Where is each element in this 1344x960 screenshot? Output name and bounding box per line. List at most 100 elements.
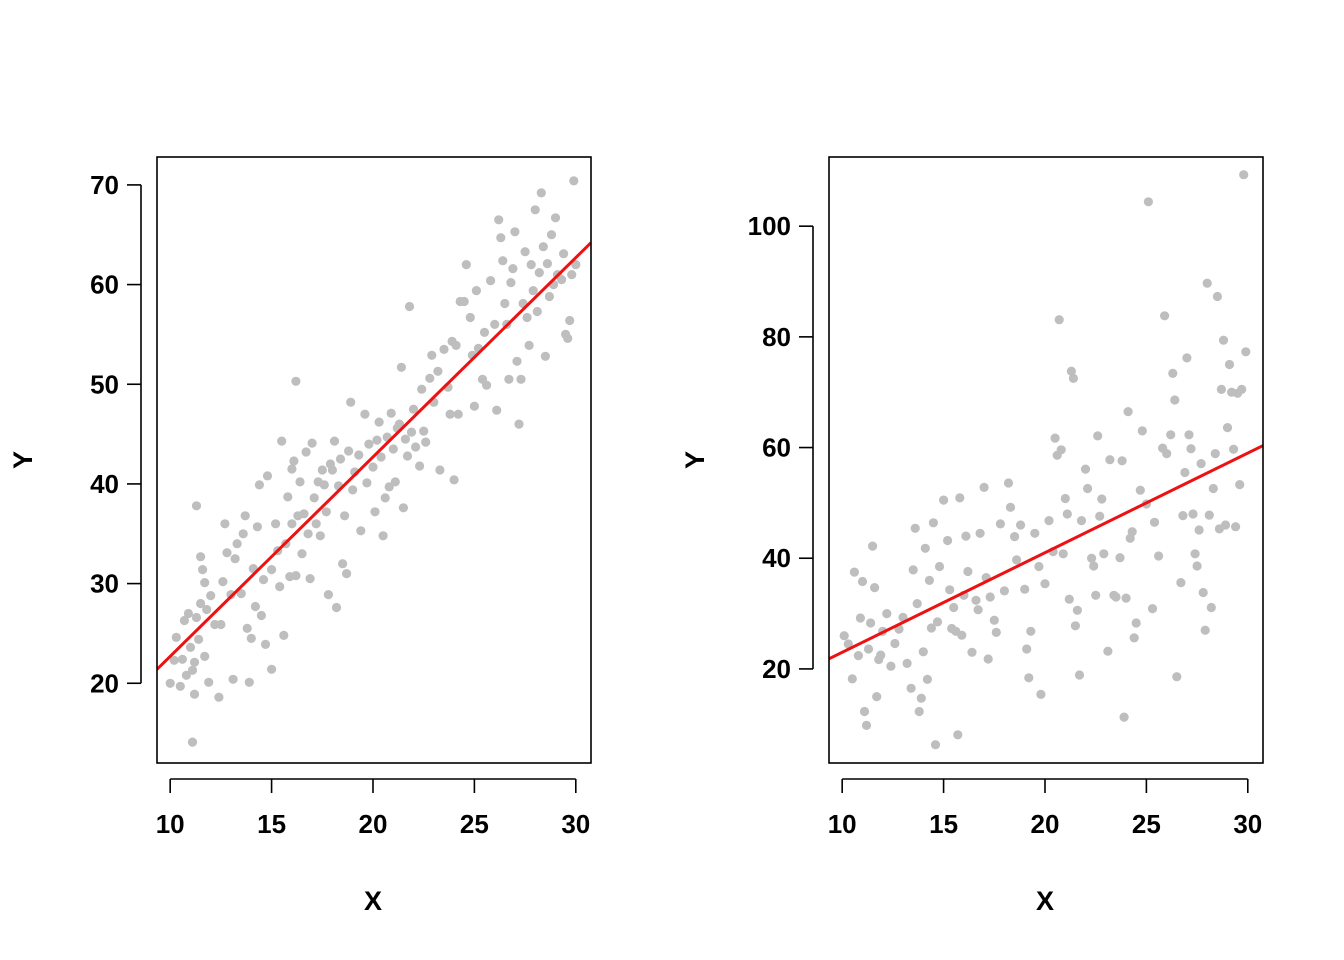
left-data-point <box>185 642 196 653</box>
left-data-point <box>189 657 200 667</box>
left-data-point <box>486 276 496 286</box>
right-x-tick-label: 10 <box>828 809 857 839</box>
left-data-point <box>169 655 179 665</box>
right-data-point <box>1178 510 1188 521</box>
right-data-point <box>863 644 874 654</box>
left-data-point <box>177 654 187 664</box>
right-data-point <box>1036 689 1046 700</box>
left-data-point <box>411 442 421 452</box>
left-data-point <box>319 480 329 490</box>
right-data-point <box>1143 197 1153 207</box>
left-data-point <box>200 651 210 662</box>
right-data-point <box>876 650 886 660</box>
left-data-point <box>194 634 204 645</box>
left-data-point <box>415 461 425 471</box>
left-y-axis-label: Y <box>8 451 38 469</box>
right-data-point <box>1074 670 1085 680</box>
right-data-point <box>872 692 882 702</box>
right-data-point <box>1231 522 1241 532</box>
right-data-point <box>1016 520 1026 530</box>
left-data-point <box>417 384 427 394</box>
left-data-point <box>244 677 254 687</box>
right-data-point <box>866 618 876 628</box>
left-data-point <box>421 437 431 447</box>
right-data-point <box>953 730 963 740</box>
left-data-point <box>335 454 346 464</box>
right-data-point <box>1206 602 1216 613</box>
right-y-tick-label: 40 <box>762 543 791 573</box>
left-data-point <box>191 612 202 623</box>
left-data-point <box>305 574 315 584</box>
right-scatter-panel: X Y 10 15 20 25 30 20 40 60 80 100 <box>680 156 1264 916</box>
right-data-point <box>1180 467 1190 478</box>
left-regression-line <box>157 241 591 671</box>
right-data-point <box>1198 587 1208 598</box>
left-data-point <box>187 665 198 675</box>
left-data-point <box>291 376 301 386</box>
left-scatter-panel: X Y 10 15 20 25 30 20 30 40 50 60 70 <box>8 156 592 916</box>
right-data-point <box>1202 278 1212 288</box>
right-data-point <box>1062 509 1072 519</box>
left-data-point <box>435 465 445 475</box>
right-data-point <box>926 623 937 633</box>
left-plot-frame <box>156 156 592 764</box>
left-data-point <box>433 366 443 376</box>
right-data-point <box>1097 494 1107 504</box>
right-data-point <box>1105 455 1115 465</box>
left-data-point <box>220 519 230 529</box>
left-data-point <box>508 264 518 274</box>
right-data-point <box>1239 170 1249 180</box>
left-x-tick-label: 10 <box>156 809 185 839</box>
right-data-point <box>1192 561 1202 571</box>
right-data-point <box>1005 502 1016 512</box>
right-data-point <box>1127 527 1137 537</box>
left-data-point <box>214 692 224 702</box>
right-data-point <box>1220 520 1231 530</box>
right-data-point <box>1147 604 1158 614</box>
right-data-point <box>1162 449 1172 459</box>
right-data-point <box>1058 549 1068 559</box>
left-y-tick-label: 40 <box>90 469 119 499</box>
left-data-point <box>471 286 481 296</box>
right-data-point <box>924 575 935 586</box>
right-data-point <box>1172 672 1182 682</box>
left-data-point <box>461 260 471 270</box>
left-x-tick-label: 25 <box>460 809 489 839</box>
left-data-point <box>370 507 380 517</box>
right-data-point <box>1190 549 1200 559</box>
left-data-point <box>400 434 410 444</box>
left-data-point <box>504 374 514 384</box>
left-data-point <box>202 604 212 615</box>
left-data-point <box>404 301 415 312</box>
left-data-point <box>267 565 277 575</box>
left-data-point <box>258 575 269 585</box>
right-data-point <box>1149 517 1160 527</box>
left-data-point <box>289 456 299 466</box>
left-data-point <box>494 215 504 225</box>
left-data-point <box>329 436 340 446</box>
right-data-point <box>1182 353 1192 363</box>
right-data-point <box>916 693 926 703</box>
left-data-point <box>532 306 542 317</box>
left-data-point <box>569 176 579 186</box>
left-data-point <box>368 462 378 472</box>
left-data-point <box>427 350 437 360</box>
left-x-tick-label: 15 <box>257 809 286 839</box>
right-data-point <box>1091 590 1101 600</box>
left-data-point <box>216 619 226 630</box>
left-data-point <box>262 471 273 481</box>
left-data-point <box>340 511 350 521</box>
left-data-point <box>449 475 459 485</box>
right-x-tick-label: 20 <box>1031 809 1060 839</box>
left-data-point <box>559 249 569 259</box>
left-data-point <box>218 577 228 587</box>
right-data-point <box>847 674 857 684</box>
left-data-point <box>303 529 313 539</box>
left-data-point <box>271 519 281 529</box>
left-data-point <box>402 451 413 461</box>
left-data-point <box>291 571 301 581</box>
right-data-point <box>1060 493 1070 504</box>
left-data-point <box>498 256 508 266</box>
left-data-point <box>232 539 242 549</box>
right-data-point <box>939 495 949 505</box>
